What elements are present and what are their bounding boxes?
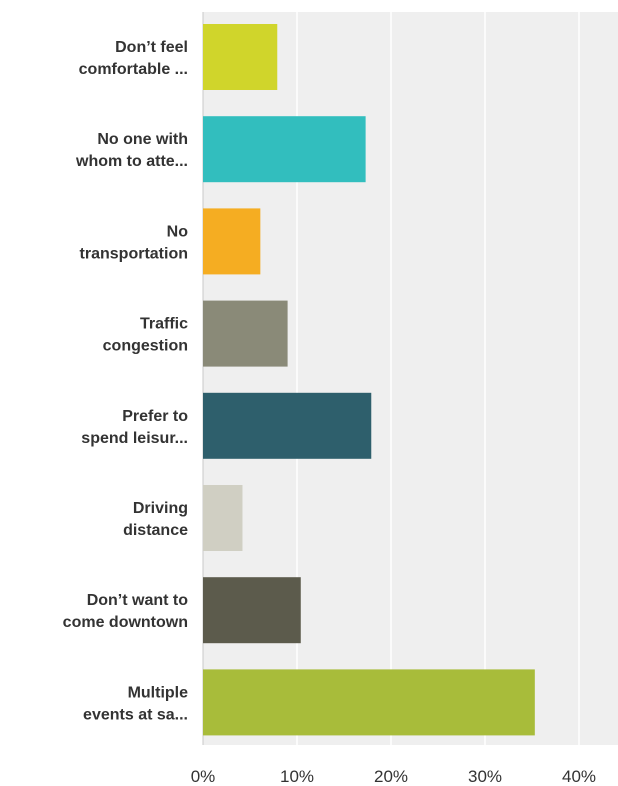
category-label-line: whom to atte... (75, 153, 188, 170)
bar (203, 300, 288, 367)
category-label: Prefer to spend leisur... (81, 408, 188, 447)
bar (203, 485, 243, 551)
category-label-line: Don’t want to (87, 592, 189, 609)
category-label-line: comfortable ... (79, 61, 188, 78)
category-label-line: Driving (133, 500, 188, 517)
bar (203, 24, 278, 90)
bars (203, 24, 535, 736)
category-label-line: Traffic (140, 316, 188, 333)
category-label-line: No (167, 223, 189, 240)
x-tick-label: 20% (374, 767, 408, 786)
category-label: Driving distance (123, 500, 188, 539)
category-label-line: distance (123, 522, 188, 539)
category-label: Don’t feel comfortable ... (79, 39, 188, 78)
bar (203, 669, 535, 736)
bar (203, 208, 261, 275)
category-label: No transportation (80, 223, 189, 262)
category-label-line: spend leisur... (81, 430, 188, 447)
category-label-line: congestion (103, 338, 188, 355)
category-label-line: events at sa... (83, 706, 188, 723)
category-label-line: No one with (97, 131, 188, 148)
x-tick-label: 40% (562, 767, 596, 786)
category-labels: Don’t feel comfortable ... No one with whom… (63, 39, 189, 723)
category-label-line: Multiple (128, 684, 189, 701)
x-tick-label: 30% (468, 767, 502, 786)
category-label: Multiple events at sa... (83, 684, 188, 723)
bar (203, 116, 366, 183)
x-tick-label: 10% (280, 767, 314, 786)
category-label: Traffic congestion (103, 316, 188, 355)
category-label: Don’t want to come downtown (63, 592, 189, 631)
category-label-line: transportation (80, 245, 188, 262)
category-label: No one with whom to atte... (75, 131, 188, 170)
x-tick-labels: 0% 10% 20% 30% 40% (191, 767, 596, 786)
category-label-line: Don’t feel (115, 39, 188, 56)
bar (203, 392, 372, 459)
category-label-line: Prefer to (122, 408, 188, 425)
x-tick-label: 0% (191, 767, 216, 786)
category-label-line: come downtown (63, 614, 188, 631)
bar (203, 577, 301, 644)
